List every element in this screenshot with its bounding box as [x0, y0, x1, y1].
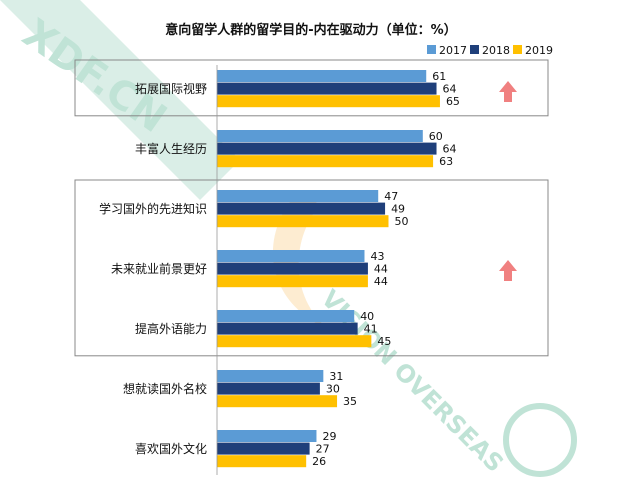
chart-title: 意向留学人群的留学目的-内在驱动力（单位：%）	[165, 22, 456, 38]
bar-2017-1	[217, 70, 427, 82]
xdf-logo-shape	[0, 0, 240, 200]
value-label-2017-7: 29	[322, 430, 336, 443]
highlight-box-2	[74, 179, 549, 357]
category-label-7: 喜欢国外文化	[135, 441, 207, 456]
legend-swatch-2019	[513, 45, 522, 54]
bar-2019-7	[217, 455, 307, 468]
bar-2017-4	[217, 250, 365, 262]
value-label-2017-2: 60	[429, 130, 443, 143]
bar-2019-2	[217, 155, 434, 168]
legend: 2017 2018 2019	[427, 44, 553, 57]
bar-2018-4	[217, 262, 368, 275]
value-label-2019-4: 44	[374, 275, 388, 288]
category-label-2: 丰富人生经历	[135, 141, 207, 156]
highlight-box-1	[74, 59, 549, 117]
value-label-2017-6: 31	[329, 370, 343, 383]
bar-2018-1	[217, 82, 437, 95]
bar-2018-6	[217, 382, 320, 395]
category-label-4: 未来就业前景更好	[111, 261, 207, 276]
value-labels: 6164656064634749504344444041453130352927…	[312, 70, 460, 468]
bar-2019-4	[217, 275, 368, 288]
up-arrow-icon-2	[499, 260, 517, 281]
bar-2018-7	[217, 442, 310, 455]
legend-swatch-2018	[470, 45, 479, 54]
value-label-2019-7: 26	[312, 455, 326, 468]
value-label-2018-6: 30	[326, 383, 340, 396]
up-arrow-icon-1	[499, 81, 517, 102]
value-label-2018-4: 44	[374, 263, 388, 276]
category-label-3: 学习国外的先进知识	[99, 201, 207, 216]
legend-label-2018: 2018	[482, 44, 510, 57]
value-label-2019-1: 65	[446, 95, 460, 108]
value-label-2017-3: 47	[384, 190, 398, 203]
category-label-1: 拓展国际视野	[135, 81, 207, 96]
value-label-2018-7: 27	[316, 443, 330, 456]
trend-arrows	[499, 81, 517, 281]
value-label-2018-5: 41	[364, 323, 378, 336]
value-label-2019-5: 45	[377, 335, 391, 348]
bar-2019-6	[217, 395, 338, 408]
bar-2018-5	[217, 322, 358, 335]
bar-2017-7	[217, 430, 317, 442]
value-label-2017-1: 61	[432, 70, 446, 83]
value-label-2018-2: 64	[443, 143, 457, 156]
bar-2017-5	[217, 310, 355, 322]
bar-2018-3	[217, 202, 386, 215]
bar-2017-6	[217, 370, 324, 382]
legend-label-2019: 2019	[525, 44, 553, 57]
value-label-2019-3: 50	[395, 215, 409, 228]
bar-2019-5	[217, 335, 372, 348]
bar-2019-3	[217, 215, 389, 228]
bars	[216, 65, 440, 475]
value-label-2018-3: 49	[391, 203, 405, 216]
highlight-boxes	[74, 59, 549, 357]
value-label-2018-1: 64	[443, 83, 457, 96]
bar-2019-1	[217, 95, 440, 108]
bar-2017-3	[217, 190, 379, 202]
value-label-2019-6: 35	[343, 395, 357, 408]
category-label-6: 想就读国外名校	[123, 381, 207, 396]
category-labels: 拓展国际视野丰富人生经历学习国外的先进知识未来就业前景更好提高外语能力想就读国外…	[99, 81, 207, 456]
value-label-2017-4: 43	[370, 250, 384, 263]
legend-label-2017: 2017	[439, 44, 467, 57]
vision-seal-circle	[503, 403, 577, 477]
bar-2017-2	[217, 130, 423, 142]
legend-swatch-2017	[427, 45, 436, 54]
value-label-2019-2: 63	[439, 155, 453, 168]
bar-2018-2	[217, 142, 437, 155]
value-label-2017-5: 40	[360, 310, 374, 323]
category-label-5: 提高外语能力	[135, 321, 207, 336]
